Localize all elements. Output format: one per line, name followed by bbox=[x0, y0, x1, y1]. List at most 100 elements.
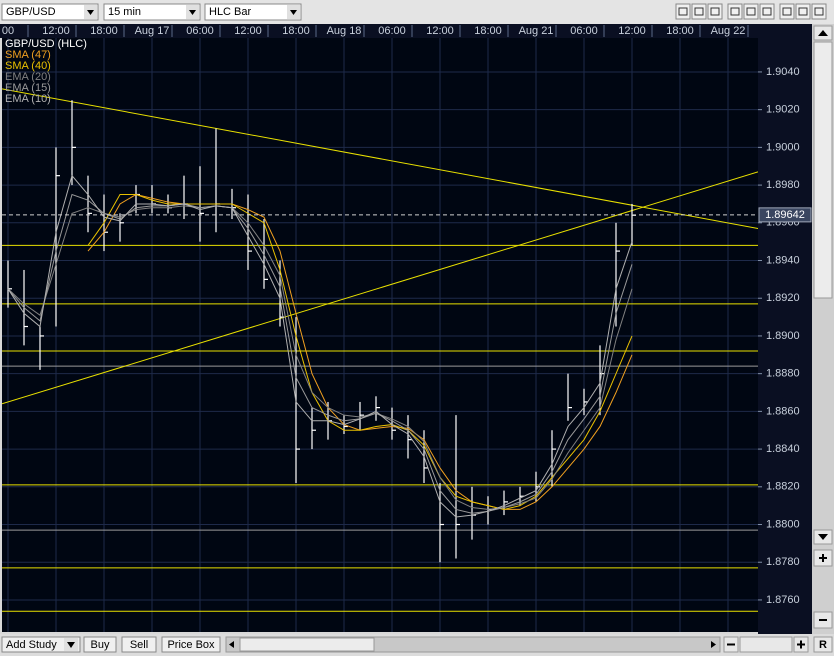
legend-entry: EMA (20) bbox=[5, 71, 51, 83]
x-tick-label: Aug 21 bbox=[519, 25, 554, 37]
x-tick-label: 06:00 bbox=[186, 25, 214, 37]
y-tick-label: 1.9020 bbox=[766, 104, 800, 116]
tool-button[interactable] bbox=[691, 3, 707, 20]
arrow-icon bbox=[711, 641, 716, 648]
x-tick-label: 18:00 bbox=[90, 25, 118, 37]
reset-label: R bbox=[819, 639, 827, 651]
x-tick-label: 12:00 bbox=[426, 25, 454, 37]
indicator-line bbox=[7, 193, 633, 514]
time-axis bbox=[0, 24, 758, 38]
y-tick-label: 1.8880 bbox=[766, 368, 800, 380]
legend-entry: SMA (47) bbox=[5, 49, 51, 61]
dropdown-arrow bbox=[290, 10, 297, 15]
x-tick-label: 18:00 bbox=[474, 25, 502, 37]
dropdown-arrow bbox=[67, 642, 75, 648]
tool-icon bbox=[782, 7, 792, 16]
dropdown-box bbox=[204, 3, 302, 21]
x-tick-label: 18:00 bbox=[666, 25, 694, 37]
y-tick-label: 1.8820 bbox=[766, 481, 800, 493]
scroll-thumb[interactable] bbox=[813, 41, 833, 299]
tool-button[interactable] bbox=[675, 3, 691, 20]
arrow-icon bbox=[818, 30, 828, 36]
dropdown-text: HLC Bar bbox=[209, 6, 252, 18]
bottom-button[interactable] bbox=[83, 636, 117, 653]
dropdown-arrow bbox=[189, 10, 196, 15]
x-tick-label: 06:00 bbox=[378, 25, 406, 37]
tool-button[interactable] bbox=[727, 3, 743, 20]
legend-entry: EMA (10) bbox=[5, 93, 51, 105]
y-tick-label: 1.8760 bbox=[766, 594, 800, 606]
plus-icon bbox=[819, 554, 827, 562]
dropdown-arrow bbox=[87, 10, 94, 15]
tool-button[interactable] bbox=[811, 3, 827, 20]
tool-button[interactable] bbox=[759, 3, 775, 20]
legend-entry: GBP/USD (HLC) bbox=[5, 38, 87, 50]
legend-entry: EMA (15) bbox=[5, 82, 51, 94]
plot-area bbox=[2, 38, 758, 632]
grid bbox=[2, 38, 758, 632]
tool-icon bbox=[694, 7, 704, 16]
last-price-label: 1.89642 bbox=[765, 209, 805, 221]
h-scroll-thumb[interactable] bbox=[239, 637, 375, 652]
zoom-slider[interactable] bbox=[739, 636, 793, 653]
x-tick-label: 12:00 bbox=[234, 25, 262, 37]
tool-icon bbox=[710, 7, 720, 16]
x-tick-label: Aug 17 bbox=[135, 25, 170, 37]
legend-entry: SMA (40) bbox=[5, 60, 51, 72]
chart-type-select[interactable]: HLC Bar bbox=[204, 3, 302, 21]
tool-buttons bbox=[675, 3, 827, 20]
x-tick-label: 18:00 bbox=[282, 25, 310, 37]
dropdown-box bbox=[1, 3, 99, 21]
y-tick-label: 1.9000 bbox=[766, 141, 800, 153]
x-tick-label: 12:00 bbox=[42, 25, 70, 37]
plot bbox=[2, 88, 758, 612]
y-tick-label: 1.9040 bbox=[766, 66, 800, 78]
tool-icon bbox=[746, 7, 756, 16]
tool-button[interactable] bbox=[779, 3, 795, 20]
reset-button[interactable] bbox=[813, 636, 833, 653]
dropdown-text: 15 min bbox=[108, 6, 141, 18]
y-tick-label: 1.8980 bbox=[766, 179, 800, 191]
y-tick-label: 1.8780 bbox=[766, 556, 800, 568]
x-tick-label: Aug 22 bbox=[711, 25, 746, 37]
arrow-icon bbox=[818, 534, 828, 540]
x-tick-label: 00 bbox=[2, 25, 14, 37]
tool-button[interactable] bbox=[707, 3, 723, 20]
dropdown-box bbox=[103, 3, 201, 21]
arrow-icon bbox=[229, 641, 234, 648]
legend: GBP/USD (HLC)SMA (47)SMA (40)EMA (20)EMA… bbox=[5, 38, 87, 105]
tool-icon bbox=[814, 7, 824, 16]
tool-icon bbox=[730, 7, 740, 16]
tool-button[interactable] bbox=[743, 3, 759, 20]
bottom-button-label: Sell bbox=[130, 639, 148, 651]
y-tick-label: 1.8940 bbox=[766, 254, 800, 266]
tool-icon bbox=[678, 7, 688, 16]
bottom-button-label: Buy bbox=[91, 639, 110, 651]
symbol-select[interactable]: GBP/USD bbox=[1, 3, 99, 21]
x-tick-label: 06:00 bbox=[570, 25, 598, 37]
bottom-button[interactable] bbox=[121, 636, 157, 653]
last-price-box bbox=[758, 207, 812, 223]
axis-labels: 1.8760 1.8780 1.8800 1.8820 1.8840 1.8860 1.88… bbox=[2, 25, 812, 606]
bottom-button[interactable] bbox=[161, 636, 221, 653]
y-tick-label: 1.8840 bbox=[766, 443, 800, 455]
x-tick-label: 12:00 bbox=[618, 25, 646, 37]
y-tick-label: 1.8900 bbox=[766, 330, 800, 342]
bottom-buttons: Add Study Buy Sell Price Box bbox=[1, 636, 221, 653]
indicator-line bbox=[7, 174, 633, 518]
dropdown-text: GBP/USD bbox=[6, 6, 56, 18]
x-tick-label: Aug 18 bbox=[327, 25, 362, 37]
price-axis bbox=[758, 24, 812, 634]
indicator-line bbox=[87, 194, 633, 510]
plus-icon bbox=[797, 640, 805, 649]
tool-button[interactable] bbox=[795, 3, 811, 20]
tool-icon bbox=[798, 7, 808, 16]
indicator-line bbox=[7, 205, 633, 510]
tool-icon bbox=[762, 7, 772, 16]
y-tick-label: 1.8920 bbox=[766, 292, 800, 304]
bottom-button-label: Add Study bbox=[6, 639, 57, 651]
y-tick-label: 1.8860 bbox=[766, 405, 800, 417]
bottom-button[interactable] bbox=[1, 636, 81, 653]
interval-select[interactable]: 15 min bbox=[103, 3, 201, 21]
